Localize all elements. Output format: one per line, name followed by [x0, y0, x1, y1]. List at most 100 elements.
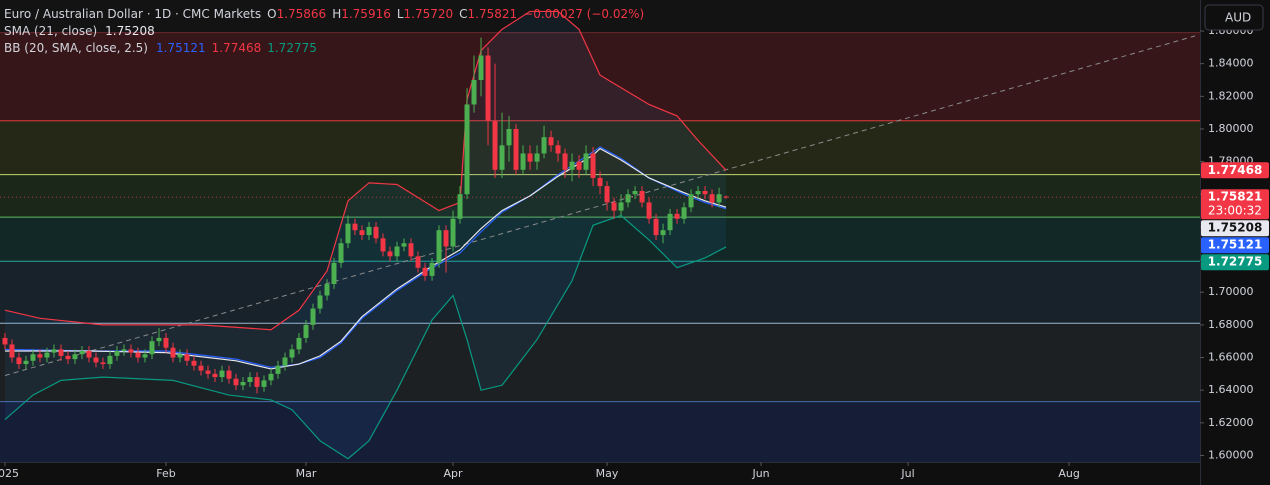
candle-body [492, 120, 498, 170]
candle-body [688, 194, 694, 208]
candle-body [324, 284, 330, 296]
candle-body [114, 350, 120, 356]
header-text: C [459, 7, 467, 21]
candle-body [702, 191, 708, 195]
header-text: SMA (21, close) [4, 24, 97, 38]
candle-body [261, 380, 267, 387]
x-tick-label: Jun [751, 467, 769, 480]
currency-button[interactable]: AUD [1204, 4, 1264, 31]
plot [0, 10, 1200, 462]
candle-body [611, 202, 617, 211]
y-tick-label: 1.80000 [1208, 122, 1254, 135]
candle-body [667, 213, 673, 231]
candle-body [464, 104, 470, 195]
candle-body [471, 79, 477, 105]
countdown-label: 23:00:32 [1208, 204, 1262, 218]
candle-body [317, 295, 323, 309]
candle-body [2, 337, 8, 345]
candle-body [450, 218, 456, 247]
candle-body [107, 355, 113, 365]
header-text: 1.75866 [277, 7, 327, 21]
candle-body [121, 349, 127, 351]
candle-body [716, 194, 722, 203]
candle-body [170, 347, 176, 358]
candle-body [352, 223, 358, 231]
header-text: 1.75208 [105, 24, 155, 38]
price-tag [1201, 237, 1269, 254]
header-text: 1.75121 [156, 41, 206, 55]
candle-body [184, 354, 190, 361]
y-tick-label: 1.68000 [1208, 318, 1254, 331]
bb-legend: BB (20, SMA, close, 2.5) 1.75121 1.77468 1.… [4, 41, 317, 55]
price-tag [1201, 189, 1269, 220]
price-tag-label: 1.75208 [1208, 221, 1263, 235]
candle-body [254, 377, 260, 387]
candle-body [632, 191, 638, 195]
sma-line [4, 147, 727, 370]
header-text: O [267, 7, 276, 21]
candle-body [436, 230, 442, 263]
y-tick-label: 1.62000 [1208, 416, 1254, 429]
candle-body [548, 137, 554, 146]
candle-body [429, 262, 435, 276]
header-text: 1.72775 [267, 41, 317, 55]
candle-body [345, 223, 351, 244]
price-tag-label: 1.77468 [1208, 163, 1263, 177]
candle-body [303, 324, 309, 338]
candle-body [135, 352, 141, 358]
candle-body [100, 362, 106, 365]
candle-body [653, 218, 659, 236]
currency-label[interactable]: AUD [1225, 11, 1251, 25]
x-tick-label: 2025 [0, 467, 19, 480]
candle-body [590, 153, 596, 178]
candle-body [163, 337, 169, 348]
currency-button-box[interactable] [1204, 4, 1264, 31]
bb-basis [4, 146, 727, 368]
candle-body [9, 344, 15, 358]
x-tick-label: Mar [296, 467, 317, 480]
candle-body [58, 349, 64, 356]
header-text: 1.75821 [468, 7, 518, 21]
header-text: L [397, 7, 404, 21]
header-text: BB (20, SMA, close, 2.5) [4, 41, 148, 55]
price-tag-label: 1.72775 [1208, 255, 1263, 269]
y-tick-label: 1.66000 [1208, 351, 1254, 364]
candle-body [296, 337, 302, 350]
candle-body [457, 194, 463, 219]
candle-body [282, 357, 288, 366]
candle-body [562, 153, 568, 170]
header-text: Euro / Australian Dollar · 1D · CMC Mark… [4, 7, 261, 21]
zone [0, 217, 1200, 262]
candle-body [268, 373, 274, 381]
candle-body [191, 360, 197, 366]
candle-body [485, 55, 491, 121]
candle-body [709, 194, 715, 203]
candle-body [226, 370, 232, 379]
y-tick-label: 1.64000 [1208, 383, 1254, 396]
candle-body [422, 267, 428, 276]
header-text: −0.00027 (−0.02%) [523, 7, 644, 21]
candle-body [387, 251, 393, 257]
header-text: H [332, 7, 341, 21]
candle-body [177, 354, 183, 358]
price-tag [1201, 162, 1269, 179]
candle-body [443, 230, 449, 247]
candle-body [198, 365, 204, 371]
time-axis-bg [0, 462, 1200, 485]
candle-body [275, 365, 281, 374]
zone [0, 261, 1200, 324]
candle-body [212, 373, 218, 378]
candle-body [555, 145, 561, 154]
candle-body [23, 360, 29, 365]
candle-body [289, 349, 295, 358]
candle-body [359, 230, 365, 236]
x-tick-label: Jul [900, 467, 914, 480]
candle-body [86, 350, 92, 358]
candle-body [79, 350, 85, 355]
candle-body [576, 161, 582, 170]
y-tick-label: 1.84000 [1208, 57, 1254, 70]
header-text: 1.77468 [212, 41, 262, 55]
